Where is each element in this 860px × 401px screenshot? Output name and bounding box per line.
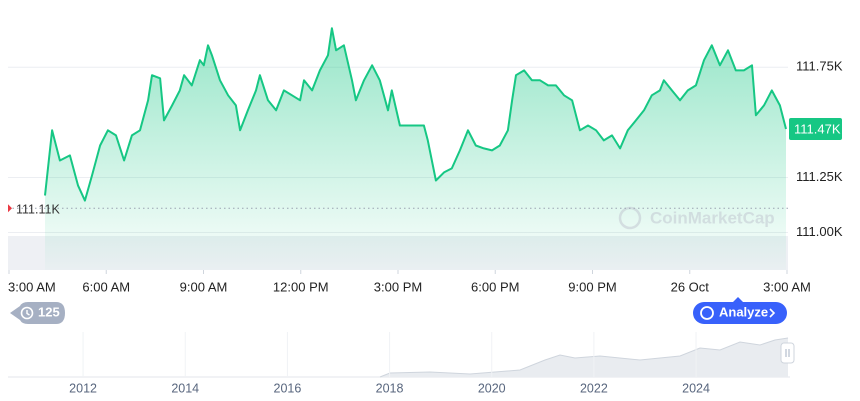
navigator-tick-label: 2016 bbox=[274, 381, 302, 395]
navigator-line bbox=[379, 337, 789, 378]
x-tick-label: 3:00 AM bbox=[763, 279, 811, 294]
navigator: 2012 2014 2016 2018 2020 2022 2024 bbox=[8, 332, 795, 395]
analyze-pill[interactable] bbox=[693, 302, 787, 324]
plot bbox=[44, 27, 787, 270]
history-pill[interactable] bbox=[10, 302, 65, 324]
navigator-tick-label: 2022 bbox=[580, 381, 608, 395]
x-tick-label: 9:00 PM bbox=[568, 279, 616, 294]
area bbox=[45, 28, 786, 270]
analyze-button[interactable]: Analyze bbox=[693, 297, 787, 324]
y-tick-label: 111.00K bbox=[796, 224, 843, 239]
navigator-area bbox=[8, 338, 788, 377]
y-tick-label: 111.25K bbox=[796, 169, 843, 184]
analyze-chevron bbox=[769, 308, 776, 318]
x-tick-label: 3:00 PM bbox=[374, 279, 422, 294]
history-icon bbox=[20, 306, 34, 320]
x-tick-label: 6:00 PM bbox=[471, 279, 519, 294]
x-tick-label: 6:00 AM bbox=[82, 279, 130, 294]
history-button[interactable]: 125 bbox=[10, 302, 65, 324]
navigator-tick-label: 2012 bbox=[69, 381, 97, 395]
x-tick-label: 12:00 PM bbox=[273, 279, 329, 294]
last-price-badge bbox=[789, 117, 842, 140]
analyze-pointer bbox=[733, 297, 743, 302]
navigator-tick-label: 2018 bbox=[376, 381, 404, 395]
last-price-label: 111.47K bbox=[794, 121, 841, 136]
line bbox=[44, 27, 787, 202]
navigator-tick-label: 2024 bbox=[682, 381, 710, 395]
analyze-label[interactable]: Analyze bbox=[719, 304, 768, 319]
watermark-text: CoinMarketCap bbox=[650, 208, 775, 227]
history-icon-hands bbox=[26, 310, 30, 316]
analyze-icon bbox=[700, 306, 714, 320]
navigator-tick-label: 2014 bbox=[171, 381, 199, 395]
navigator-handle[interactable] bbox=[780, 342, 795, 364]
reference-label: 111.11K bbox=[16, 203, 60, 217]
x-tick-label: 3:00 AM bbox=[8, 279, 56, 294]
y-tick-label: 111.75K bbox=[796, 59, 843, 74]
reference-marker bbox=[8, 204, 12, 213]
navigator-tick-label: 2020 bbox=[478, 381, 506, 395]
x-tick-label: 9:00 AM bbox=[180, 279, 228, 294]
history-count[interactable]: 125 bbox=[38, 304, 60, 319]
x-tick-label: 26 Oct bbox=[671, 279, 710, 294]
